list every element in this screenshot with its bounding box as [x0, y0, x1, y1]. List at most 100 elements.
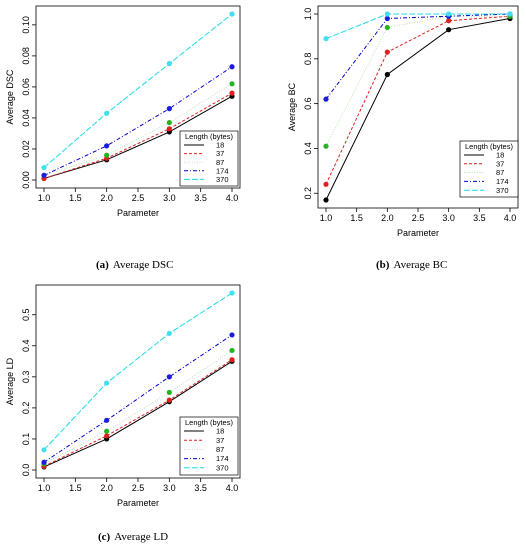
legend-box — [179, 130, 239, 187]
y-axis-label: Average LD — [5, 357, 15, 405]
caption-label: (a) — [96, 259, 109, 271]
x-tick-label: 3.0 — [163, 193, 176, 203]
series-line-87 — [325, 15, 510, 147]
data-point-87 — [229, 81, 235, 87]
series-line-18 — [325, 17, 511, 201]
y-tick-label: 0.04 — [21, 109, 31, 127]
series-line-370 — [325, 13, 510, 40]
series-line-18 — [43, 360, 233, 468]
series-line-18 — [43, 95, 233, 179]
y-tick-label: 0.00 — [21, 171, 31, 189]
legend-box — [179, 416, 239, 476]
y-tick-label: 0.1 — [21, 433, 31, 446]
y-tick-label: 0.4 — [303, 142, 313, 155]
data-point-174 — [384, 15, 390, 22]
data-point-370 — [104, 110, 110, 116]
series-line-174 — [43, 334, 233, 463]
y-axis-label: Average BC — [287, 82, 297, 131]
legend-label-18: 18 — [216, 427, 224, 436]
data-point-370 — [41, 447, 47, 453]
caption-label: (b) — [376, 259, 390, 271]
data-point-18 — [323, 197, 329, 203]
legend-label-18: 18 — [216, 141, 224, 150]
data-point-174 — [323, 96, 329, 102]
data-point-174 — [229, 332, 235, 338]
x-tick-label: 4.0 — [226, 483, 239, 493]
subfigure-caption: (a) Average DSC — [96, 259, 173, 271]
series-line-37 — [325, 15, 511, 185]
data-point-87 — [166, 119, 172, 126]
series-line-174 — [325, 13, 511, 100]
x-tick-label: 3.5 — [473, 213, 486, 223]
caption-text: Average DSC — [113, 259, 174, 271]
legend-label-37: 37 — [496, 159, 504, 168]
series-line-87 — [43, 350, 233, 465]
x-axis-label: Parameter — [117, 498, 159, 508]
series-line-37 — [43, 92, 233, 179]
data-point-370 — [41, 164, 47, 171]
x-tick-label: 4.0 — [226, 193, 239, 203]
legend-box — [459, 140, 519, 198]
y-axis-label: Average DSC — [5, 69, 15, 124]
data-point-370 — [229, 11, 235, 17]
x-tick-label: 2.0 — [100, 483, 113, 493]
data-point-174 — [41, 172, 47, 178]
x-tick-label: 1.0 — [38, 193, 51, 203]
subfigure-caption: (c) Average LD — [98, 531, 168, 543]
data-point-87 — [104, 428, 110, 434]
chart-average-ld: 1.0 1.5 2.0 2.5 3.0 3.5 4.0 0.0 0.1 0.2 0.3 0.4 0.5 P… — [5, 284, 241, 543]
legend-label-174: 174 — [496, 177, 509, 186]
data-point-37 — [104, 433, 110, 439]
x-tick-label: 2.5 — [132, 483, 145, 493]
legend-label-87: 87 — [216, 158, 224, 167]
legend-label-87: 87 — [496, 168, 504, 177]
data-point-174 — [229, 64, 235, 70]
data-point-370 — [446, 11, 452, 17]
x-tick-label: 1.5 — [350, 213, 363, 223]
y-tick-label: 1.0 — [303, 8, 313, 21]
data-point-37 — [229, 90, 235, 96]
legend-label-18: 18 — [496, 151, 504, 160]
legend-title: Length (bytes) — [185, 132, 233, 141]
data-point-87 — [384, 24, 390, 31]
data-point-174 — [104, 417, 110, 423]
y-tick-label: 0.6 — [303, 97, 313, 110]
data-point-87 — [104, 152, 110, 158]
data-point-37 — [166, 397, 172, 403]
data-point-174 — [104, 143, 110, 149]
caption-label: (c) — [98, 531, 111, 543]
x-tick-label: 2.5 — [132, 193, 145, 203]
data-point-37 — [166, 126, 172, 132]
data-point-37 — [323, 181, 329, 187]
series-line-37 — [43, 359, 233, 467]
y-tick-label: 0.8 — [303, 53, 313, 66]
y-tick-label: 0.08 — [21, 47, 31, 65]
series-line-370 — [43, 13, 233, 168]
subfigure-caption: (b) Average BC — [376, 259, 447, 271]
chart-average-dsc: 1.0 1.5 2.0 2.5 3.0 3.5 4.0 0.00 0.02 0.04 0.06 0.0… — [5, 5, 241, 271]
data-point-370 — [323, 36, 329, 42]
legend-label-370: 370 — [216, 463, 229, 472]
data-point-370 — [507, 11, 513, 17]
y-tick-label: 0.3 — [21, 371, 31, 384]
data-point-370 — [104, 380, 110, 386]
legend-title: Length (bytes) — [465, 142, 513, 151]
y-tick-label: 0.4 — [21, 340, 31, 353]
data-point-18 — [446, 27, 452, 33]
legend-label-37: 37 — [216, 149, 224, 158]
data-point-18 — [384, 71, 390, 78]
data-point-87 — [229, 347, 235, 354]
legend-label-370: 370 — [216, 175, 229, 184]
data-point-174 — [166, 106, 172, 112]
x-tick-label: 1.0 — [38, 483, 51, 493]
x-tick-label: 1.5 — [69, 193, 82, 203]
chart-average-bc: 1.0 1.5 2.0 2.5 3.0 3.5 4.0 0.2 0.4 0.6 0.8 1.0 Para… — [287, 5, 519, 271]
y-tick-label: 0.5 — [21, 308, 31, 321]
data-point-174 — [41, 459, 47, 465]
y-tick-label: 0.06 — [21, 78, 31, 96]
y-tick-label: 0.10 — [21, 16, 31, 34]
x-axis-label: Parameter — [397, 228, 439, 238]
legend-title: Length (bytes) — [185, 418, 233, 427]
